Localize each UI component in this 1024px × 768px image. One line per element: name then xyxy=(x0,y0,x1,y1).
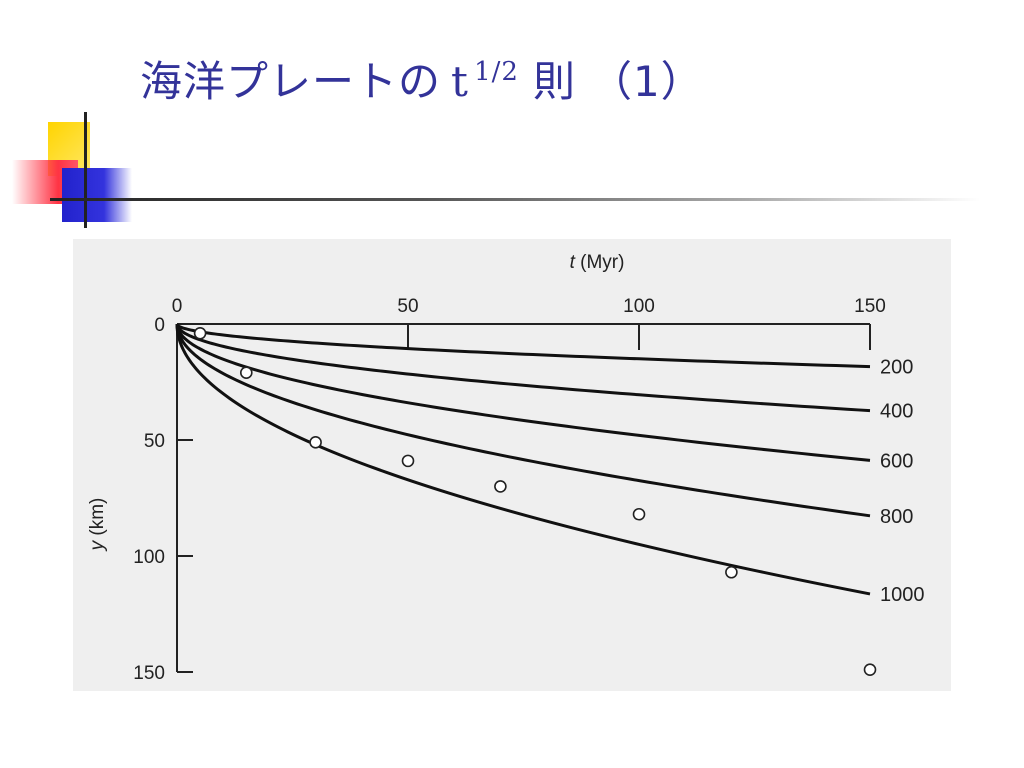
decor-blue-square xyxy=(62,168,132,222)
series-label-400: 400 xyxy=(880,401,913,423)
y-axis-label-var: y xyxy=(87,539,108,552)
x-axis-label-unit: (Myr) xyxy=(580,252,624,273)
x-tick-label: 100 xyxy=(623,296,655,317)
data-point xyxy=(240,366,253,380)
x-axis-label: t (Myr) xyxy=(570,252,625,273)
y-tick-label: 100 xyxy=(133,547,165,568)
x-tick-label: 150 xyxy=(854,296,886,317)
y-tick-label: 150 xyxy=(133,663,165,684)
x-tick-label: 50 xyxy=(397,296,418,317)
data-point xyxy=(309,436,322,449)
series-label-800: 800 xyxy=(880,506,913,528)
chart-panel xyxy=(73,239,951,691)
series-line-1000 xyxy=(175,323,871,596)
series-label-600: 600 xyxy=(880,450,913,472)
data-point xyxy=(494,480,507,493)
plate-cooling-chart: t (Myr) y (km) 0 50 100 150 0 50 100 150 200 400… xyxy=(87,252,925,684)
title-main: 海洋プレートの xyxy=(140,57,442,106)
data-point xyxy=(401,454,415,468)
series-label-200: 200 xyxy=(880,357,913,379)
slide-title: 海洋プレートの t 1/2 則 （1） xyxy=(140,48,704,109)
y-axis-label-unit: (km) xyxy=(87,498,108,536)
data-point xyxy=(193,326,207,340)
decor-vertical-line xyxy=(84,112,87,228)
x-tick-label: 0 xyxy=(172,296,183,317)
data-point xyxy=(632,507,646,521)
y-tick-label: 0 xyxy=(154,315,165,336)
title-exponent: 1/2 xyxy=(474,57,519,87)
title-rule: 則 xyxy=(532,57,576,106)
title-underline xyxy=(50,198,980,201)
series-line-200 xyxy=(175,323,871,369)
y-tick-label: 50 xyxy=(144,431,165,452)
series-line-400 xyxy=(175,323,871,413)
y-axis-label: y (km) xyxy=(87,498,108,553)
data-point xyxy=(863,663,877,676)
title-number: （1） xyxy=(589,57,704,106)
series-label-1000: 1000 xyxy=(880,584,925,606)
series-line-800 xyxy=(175,323,871,518)
title-t: t xyxy=(451,57,469,106)
x-axis-label-var: t xyxy=(570,252,576,273)
data-point xyxy=(725,565,738,579)
series-line-600 xyxy=(175,323,871,462)
